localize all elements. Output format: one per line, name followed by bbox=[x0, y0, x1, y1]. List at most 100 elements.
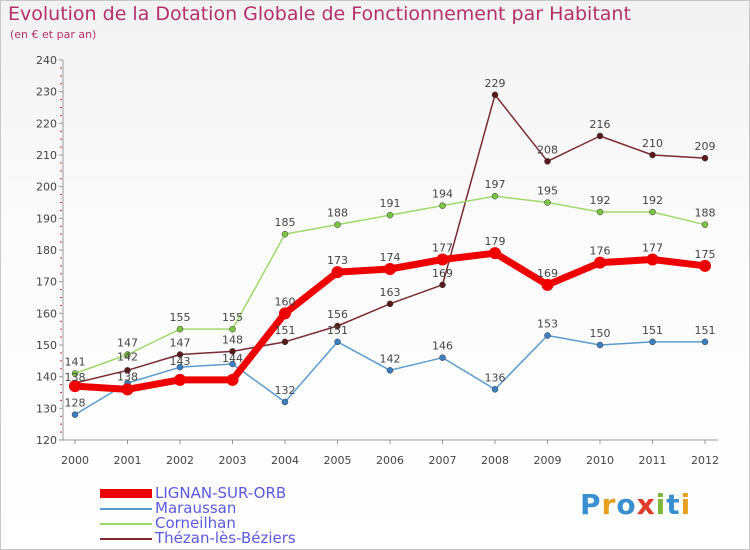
x-tick-label: 2001 bbox=[114, 454, 142, 467]
data-point bbox=[124, 351, 131, 358]
data-label: 210 bbox=[642, 137, 663, 150]
data-point bbox=[701, 221, 709, 228]
data-point bbox=[281, 230, 289, 238]
data-label: 169 bbox=[432, 267, 453, 280]
x-tick-label: 2012 bbox=[691, 454, 719, 467]
data-point bbox=[174, 373, 186, 386]
logo-letter: i bbox=[655, 488, 667, 521]
data-label: 153 bbox=[537, 318, 558, 331]
data-label: 175 bbox=[695, 248, 716, 261]
data-point bbox=[331, 266, 344, 279]
data-point bbox=[176, 325, 184, 333]
y-tick-label: 170 bbox=[36, 276, 57, 289]
y-tick-label: 150 bbox=[36, 339, 57, 352]
data-point bbox=[386, 367, 394, 374]
data-label: 141 bbox=[65, 356, 86, 369]
data-point bbox=[229, 325, 236, 333]
legend-swatch-maraussan bbox=[100, 508, 152, 510]
data-label: 132 bbox=[275, 384, 296, 397]
data-label: 142 bbox=[117, 351, 138, 364]
chart-subtitle: (en € et par an) bbox=[10, 28, 97, 41]
data-label: 174 bbox=[380, 251, 401, 264]
data-label: 151 bbox=[275, 324, 296, 337]
data-label: 144 bbox=[222, 352, 243, 365]
data-point bbox=[544, 332, 551, 339]
data-label: 179 bbox=[485, 235, 506, 248]
data-point bbox=[279, 307, 291, 320]
data-label: 138 bbox=[65, 371, 86, 384]
data-point bbox=[594, 256, 606, 269]
data-point bbox=[176, 363, 184, 371]
data-label: 155 bbox=[170, 311, 191, 324]
data-point bbox=[491, 192, 499, 200]
data-point bbox=[649, 208, 656, 216]
data-label: 155 bbox=[222, 311, 243, 324]
data-point bbox=[226, 373, 239, 386]
data-point bbox=[491, 386, 499, 393]
data-label: 150 bbox=[590, 327, 611, 340]
data-point bbox=[439, 354, 446, 361]
data-point bbox=[439, 281, 446, 289]
data-point bbox=[649, 338, 656, 346]
legend-label-thezan: Thézan-lès-Béziers bbox=[155, 529, 296, 547]
chart-title: Evolution de la Dotation Globale de Fonc… bbox=[8, 3, 631, 25]
data-label: 177 bbox=[432, 242, 453, 255]
x-tick-label: 2007 bbox=[429, 454, 457, 467]
x-tick-label: 2009 bbox=[534, 454, 562, 467]
legend-swatch-thezan bbox=[100, 538, 152, 540]
y-tick-label: 130 bbox=[36, 402, 57, 415]
data-label: 188 bbox=[695, 207, 716, 220]
data-point bbox=[646, 253, 659, 266]
data-label: 148 bbox=[222, 333, 243, 346]
data-point bbox=[121, 383, 134, 396]
y-tick-label: 200 bbox=[36, 181, 57, 194]
y-tick-label: 180 bbox=[36, 244, 57, 257]
data-point bbox=[229, 360, 236, 368]
y-tick-label: 160 bbox=[36, 307, 57, 320]
x-tick-label: 2006 bbox=[376, 454, 404, 467]
data-label: 169 bbox=[537, 267, 558, 280]
logo-letter: t bbox=[666, 488, 681, 521]
x-tick-label: 2010 bbox=[586, 454, 614, 467]
logo-letter: P bbox=[580, 488, 602, 521]
data-label: 151 bbox=[327, 324, 348, 337]
data-point bbox=[596, 341, 604, 349]
data-point bbox=[334, 338, 341, 346]
data-label: 177 bbox=[642, 242, 663, 255]
data-point bbox=[281, 398, 289, 406]
legend-swatch-corneilhan bbox=[100, 523, 152, 525]
data-label: 195 bbox=[537, 185, 558, 198]
data-label: 136 bbox=[485, 371, 506, 384]
legend-label-lignan: LIGNAN-SUR-ORB bbox=[155, 484, 287, 502]
data-point bbox=[544, 158, 551, 165]
y-tick-label: 240 bbox=[36, 54, 57, 67]
data-label: 197 bbox=[485, 178, 506, 191]
x-tick-label: 2008 bbox=[481, 454, 509, 467]
logo-letter: o bbox=[616, 488, 637, 521]
data-point bbox=[699, 259, 711, 272]
data-label: 160 bbox=[275, 295, 296, 308]
data-label: 143 bbox=[170, 355, 191, 368]
data-point bbox=[489, 247, 501, 260]
data-point bbox=[281, 338, 289, 346]
x-tick-label: 2000 bbox=[61, 454, 89, 467]
data-point bbox=[334, 221, 341, 228]
data-label: 151 bbox=[695, 324, 716, 337]
x-tick-label: 2011 bbox=[639, 454, 667, 467]
data-point bbox=[71, 411, 79, 418]
x-tick-label: 2002 bbox=[166, 454, 194, 467]
data-point bbox=[229, 348, 236, 355]
data-label: 208 bbox=[537, 143, 558, 156]
data-point bbox=[701, 154, 709, 162]
data-point bbox=[701, 338, 709, 346]
data-label: 194 bbox=[432, 188, 453, 201]
data-label: 146 bbox=[432, 340, 453, 353]
data-point bbox=[69, 380, 81, 393]
y-tick-label: 220 bbox=[36, 117, 57, 130]
data-label: 185 bbox=[275, 216, 296, 229]
x-tick-label: 2004 bbox=[271, 454, 299, 467]
legend-swatch-lignan bbox=[100, 489, 152, 498]
data-point bbox=[596, 132, 604, 140]
data-point bbox=[544, 199, 551, 206]
